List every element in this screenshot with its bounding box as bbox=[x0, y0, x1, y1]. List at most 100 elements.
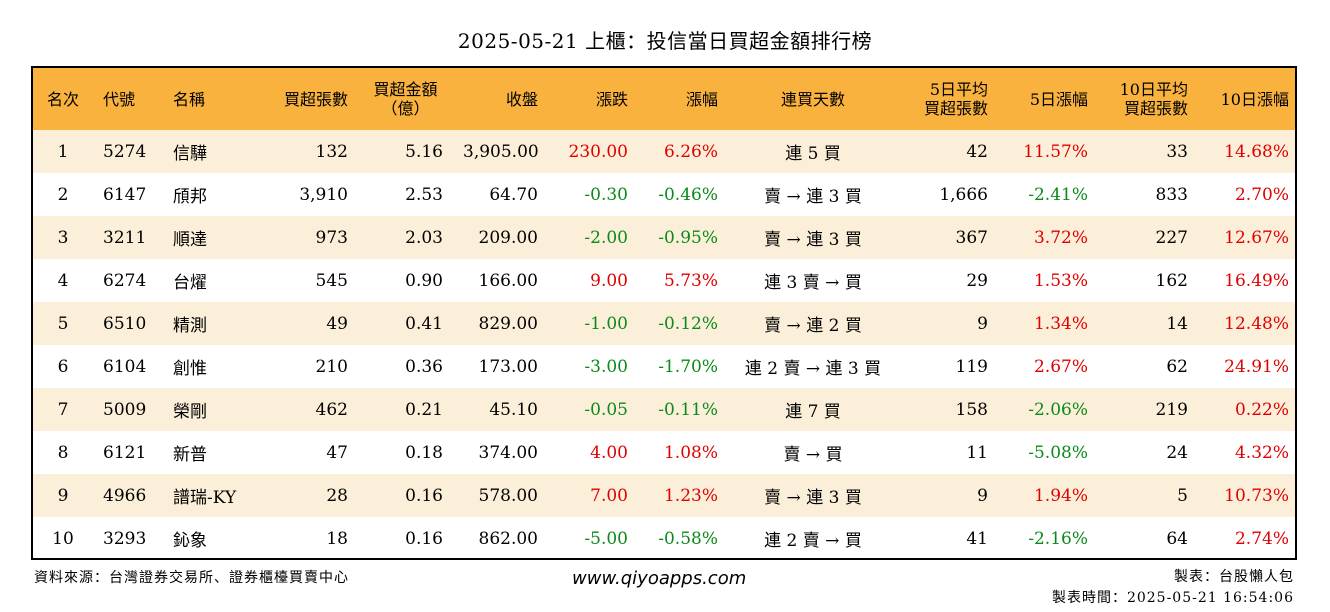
header-close: 收盤 bbox=[505, 89, 538, 109]
streak-cell: 連 3 賣 → 買 bbox=[764, 273, 862, 293]
pct-cell: 5.73% bbox=[663, 270, 718, 291]
table-row: 7 5009 榮剛 462 0.21 45.10 -0.05 -0.11% 連 7 買 158 -2… bbox=[33, 388, 1295, 431]
avg5-cell: 367 bbox=[955, 227, 988, 248]
table-row: 5 6510 精測 49 0.41 829.00 -1.00 -0.12% 賣 → 連 2 買 9… bbox=[33, 302, 1295, 345]
change-cell: -0.05 bbox=[584, 399, 628, 420]
table-row: 4 6274 台燿 545 0.90 166.00 9.00 5.73% 連 3 賣 → 買 29… bbox=[33, 259, 1295, 302]
header-buy-lots: 買超張數 bbox=[283, 89, 348, 109]
close-cell: 829.00 bbox=[478, 313, 538, 334]
header-avg10: 10日平均 買超張數 bbox=[1098, 68, 1198, 130]
pct5-cell: -2.06% bbox=[1028, 399, 1088, 420]
rank-cell: 1 bbox=[57, 141, 69, 162]
close-cell: 209.00 bbox=[478, 227, 538, 248]
header-name: 名稱 bbox=[173, 89, 206, 109]
rank-cell: 9 bbox=[57, 485, 69, 506]
code-cell: 5274 bbox=[103, 141, 147, 162]
header-avg10-line1: 10日平均 bbox=[1119, 80, 1188, 99]
pct5-cell: -5.08% bbox=[1028, 442, 1088, 463]
buy-amount-cell: 2.53 bbox=[405, 184, 443, 205]
close-cell: 173.00 bbox=[478, 356, 538, 377]
close-cell: 64.70 bbox=[489, 184, 538, 205]
rank-cell: 10 bbox=[52, 528, 74, 549]
name-cell: 信驊 bbox=[173, 144, 207, 164]
buy-lots-cell: 49 bbox=[326, 313, 348, 334]
code-cell: 5009 bbox=[103, 399, 147, 420]
change-cell: 4.00 bbox=[590, 442, 628, 463]
streak-cell: 賣 → 買 bbox=[783, 445, 843, 465]
change-cell: -0.30 bbox=[584, 184, 628, 205]
table-body: 1 5274 信驊 132 5.16 3,905.00 230.00 6.26% 連 5 買 42… bbox=[33, 130, 1295, 558]
name-cell: 新普 bbox=[173, 445, 207, 465]
table-row: 8 6121 新普 47 0.18 374.00 4.00 1.08% 賣 → 買 11 -5.08… bbox=[33, 431, 1295, 474]
rank-cell: 8 bbox=[57, 442, 69, 463]
buy-lots-cell: 18 bbox=[326, 528, 348, 549]
avg5-cell: 1,666 bbox=[939, 184, 988, 205]
buy-amount-cell: 0.41 bbox=[405, 313, 443, 334]
pct10-cell: 0.22% bbox=[1234, 399, 1289, 420]
name-cell: 譜瑞-KY bbox=[173, 488, 237, 508]
avg5-cell: 119 bbox=[955, 356, 988, 377]
pct5-cell: 1.94% bbox=[1033, 485, 1088, 506]
close-cell: 166.00 bbox=[478, 270, 538, 291]
header-pct10: 10日漲幅 bbox=[1220, 89, 1289, 109]
pct5-cell: -2.41% bbox=[1028, 184, 1088, 205]
buy-lots-cell: 462 bbox=[315, 399, 348, 420]
name-cell: 榮剛 bbox=[173, 402, 207, 422]
table-header-row: 名次 代號 名稱 買超張數 買超金額 （億） 收盤 漲跌 漲幅 連買天數 5日平… bbox=[33, 68, 1295, 130]
buy-amount-cell: 0.90 bbox=[405, 270, 443, 291]
change-cell: -5.00 bbox=[584, 528, 628, 549]
header-avg10-line2: 買超張數 bbox=[1123, 99, 1188, 118]
streak-cell: 賣 → 連 2 買 bbox=[764, 316, 862, 336]
change-cell: 9.00 bbox=[590, 270, 628, 291]
avg10-cell: 833 bbox=[1155, 184, 1188, 205]
avg5-cell: 29 bbox=[966, 270, 988, 291]
streak-cell: 賣 → 連 3 買 bbox=[764, 187, 862, 207]
name-cell: 精測 bbox=[173, 316, 207, 336]
code-cell: 3293 bbox=[103, 528, 147, 549]
buy-amount-cell: 5.16 bbox=[405, 141, 443, 162]
pct5-cell: -2.16% bbox=[1028, 528, 1088, 549]
avg10-cell: 219 bbox=[1155, 399, 1188, 420]
buy-lots-cell: 28 bbox=[326, 485, 348, 506]
buy-lots-cell: 132 bbox=[315, 141, 348, 162]
avg10-cell: 62 bbox=[1166, 356, 1188, 377]
code-cell: 6147 bbox=[103, 184, 147, 205]
buy-amount-cell: 0.18 bbox=[405, 442, 443, 463]
streak-cell: 連 2 賣 → 買 bbox=[764, 531, 862, 551]
table-row: 9 4966 譜瑞-KY 28 0.16 578.00 7.00 1.23% 賣 → 連 3 買… bbox=[33, 474, 1295, 517]
streak-cell: 連 7 買 bbox=[785, 402, 841, 422]
buy-amount-cell: 0.16 bbox=[405, 485, 443, 506]
header-pct5: 5日漲幅 bbox=[1029, 89, 1088, 109]
rank-cell: 3 bbox=[57, 227, 69, 248]
pct5-cell: 3.72% bbox=[1033, 227, 1088, 248]
buy-amount-cell: 0.36 bbox=[405, 356, 443, 377]
pct-cell: 1.23% bbox=[663, 485, 718, 506]
name-cell: 創惟 bbox=[173, 359, 207, 379]
buy-lots-cell: 47 bbox=[326, 442, 348, 463]
code-cell: 6274 bbox=[103, 270, 147, 291]
avg10-cell: 5 bbox=[1177, 485, 1188, 506]
pct5-cell: 11.57% bbox=[1023, 141, 1088, 162]
streak-cell: 賣 → 連 3 買 bbox=[764, 230, 862, 250]
pct-cell: -0.11% bbox=[658, 399, 718, 420]
pct-cell: 6.26% bbox=[663, 141, 718, 162]
website-link[interactable]: www.qiyoapps.com bbox=[572, 568, 747, 589]
header-buy-amount-line1: 買超金額 bbox=[373, 80, 438, 99]
change-cell: -2.00 bbox=[584, 227, 628, 248]
pct10-cell: 12.67% bbox=[1224, 227, 1289, 248]
pct10-cell: 2.70% bbox=[1234, 184, 1289, 205]
change-cell: 230.00 bbox=[568, 141, 628, 162]
avg5-cell: 41 bbox=[966, 528, 988, 549]
header-rank: 名次 bbox=[46, 89, 79, 109]
close-cell: 374.00 bbox=[478, 442, 538, 463]
rank-cell: 4 bbox=[57, 270, 69, 291]
ranking-table-container: 名次 代號 名稱 買超張數 買超金額 （億） 收盤 漲跌 漲幅 連買天數 5日平… bbox=[31, 66, 1297, 560]
table-row: 2 6147 頎邦 3,910 2.53 64.70 -0.30 -0.46% 賣 → 連 3 … bbox=[33, 173, 1295, 216]
header-buy-amount-line2: （億） bbox=[381, 99, 430, 118]
table-row: 1 5274 信驊 132 5.16 3,905.00 230.00 6.26% 連 5 買 42… bbox=[33, 130, 1295, 173]
avg10-cell: 33 bbox=[1166, 141, 1188, 162]
pct10-cell: 12.48% bbox=[1224, 313, 1289, 334]
source-note: 資料來源：台灣證券交易所、證券櫃檯買賣中心 bbox=[34, 570, 349, 586]
rank-cell: 7 bbox=[57, 399, 69, 420]
header-change: 漲跌 bbox=[595, 89, 628, 109]
